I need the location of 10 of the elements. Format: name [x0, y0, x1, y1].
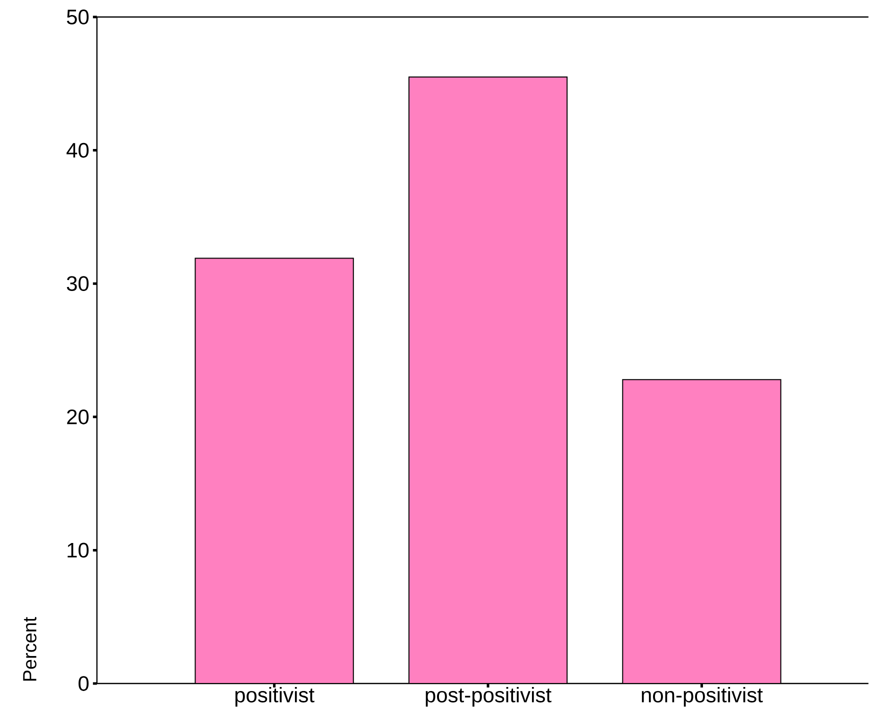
y-tick-label: 0	[78, 676, 89, 691]
y-tick-label: 30	[66, 276, 89, 291]
y-tick-label: 40	[66, 142, 89, 158]
y-tick-label: 20	[67, 409, 89, 424]
y-tick-label: 10	[68, 542, 89, 558]
x-tick-label: positivist	[235, 686, 314, 706]
y-axis-title: Percent	[23, 616, 36, 680]
y-tick-label: 50	[66, 9, 89, 24]
x-tick-label: non-positivist	[642, 686, 763, 706]
x-tick-label: post-positivist	[426, 686, 552, 706]
